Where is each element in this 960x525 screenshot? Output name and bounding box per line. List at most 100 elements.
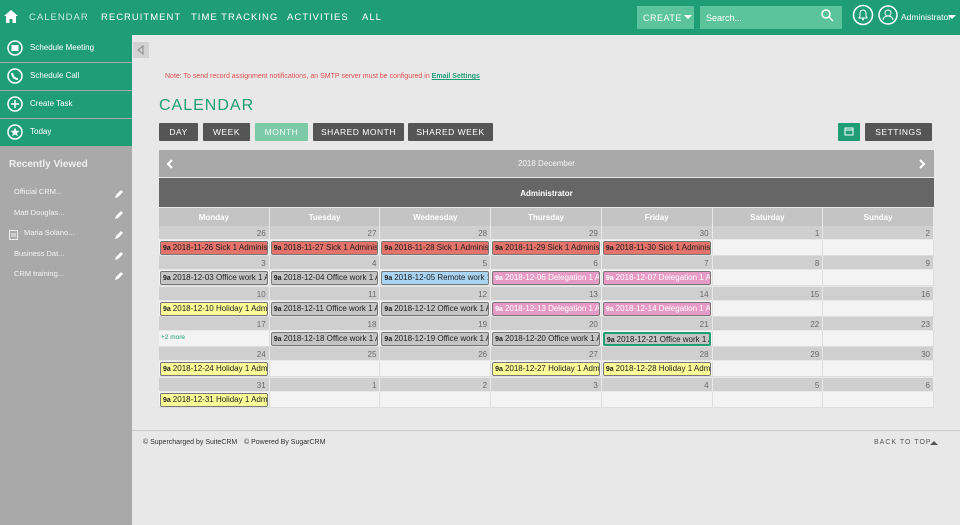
calendar-event[interactable]: 9a 2018-12-07 Delegation 1 Adi	[602, 271, 711, 286]
day-cell[interactable]: +2 more	[159, 330, 270, 347]
view-button[interactable]: DAY	[159, 123, 198, 141]
recent-item[interactable]: Official CRM...	[14, 187, 63, 196]
prev-month[interactable]	[166, 157, 175, 175]
recent-item[interactable]: Matt Douglas...	[14, 208, 65, 217]
day-cell[interactable]: 9a 2018-12-06 Delegation 1 Adr	[491, 270, 602, 287]
nav-item[interactable]: RECRUITMENT	[101, 12, 182, 23]
day-cell[interactable]	[601, 391, 713, 408]
day-cell[interactable]	[823, 361, 934, 378]
day-cell[interactable]: 9a 2018-12-19 Office work 1 Adi	[380, 330, 492, 347]
back-to-top[interactable]: BACK TO TOP	[874, 439, 932, 446]
sidebar-action[interactable]: Schedule Meeting	[0, 35, 132, 62]
calendar-event[interactable]: 9a 2018-12-06 Delegation 1 Adr	[492, 271, 600, 286]
day-cell[interactable]: 9a 2018-12-28 Holiday 1 Admini	[601, 361, 713, 378]
recent-item[interactable]: Maria Solano...	[24, 228, 75, 237]
day-cell[interactable]: 9a 2018-12-07 Delegation 1 Adi	[601, 270, 713, 287]
calendar-event[interactable]: 9a 2018-12-14 Delegation 1 Adi	[602, 301, 711, 316]
day-cell[interactable]: 9a 2018-12-12 Office work 1 Adi	[380, 300, 492, 317]
settings-button[interactable]: SETTINGS	[865, 123, 932, 141]
day-cell[interactable]: 9a 2018-12-21 Office work 1 Adi	[601, 330, 713, 347]
recent-item[interactable]: CRM training...	[14, 269, 65, 278]
calendar-event[interactable]: 9a 2018-12-19 Office work 1 Adi	[381, 331, 490, 346]
day-cell[interactable]	[269, 361, 381, 378]
day-cell[interactable]	[712, 270, 824, 287]
day-cell[interactable]: 9a 2018-12-14 Delegation 1 Adi	[601, 300, 713, 317]
day-cell[interactable]: 9a 2018-12-04 Office work 1 Adi	[269, 270, 381, 287]
day-cell[interactable]	[823, 270, 934, 287]
view-button[interactable]: SHARED WEEK	[408, 123, 493, 141]
day-cell[interactable]: 9a 2018-12-18 Office work 1 Adi	[269, 330, 381, 347]
day-cell[interactable]	[823, 300, 934, 317]
day-cell[interactable]: 9a 2018-12-03 Office work 1 Adi	[159, 270, 270, 287]
calendar-event[interactable]: 9a 2018-12-04 Office work 1 Adi	[270, 271, 379, 286]
next-month[interactable]	[918, 157, 927, 175]
more-link[interactable]: +2 more	[161, 333, 186, 341]
calendar-event[interactable]: 9a 2018-12-21 Office work 1 Adi	[602, 331, 711, 346]
recent-item[interactable]: Business Dat...	[14, 249, 65, 258]
day-cell[interactable]	[380, 361, 492, 378]
calendar-event[interactable]: 9a 2018-12-10 Holiday 1 Admini	[160, 301, 268, 316]
sidebar-action[interactable]: Today	[0, 119, 132, 146]
create-button[interactable]: CREATE	[637, 6, 694, 29]
calendar-event[interactable]: 9a 2018-12-24 Holiday 1 Admini	[160, 362, 268, 377]
calendar-event[interactable]: 9a 2018-12-18 Office work 1 Adi	[270, 331, 379, 346]
calendar-event[interactable]: 9a 2018-11-28 Sick 1 Administra	[381, 241, 490, 255]
calendar-icon-button[interactable]	[838, 123, 860, 141]
calendar-event[interactable]: 9a 2018-12-27 Holiday 1 Admini	[492, 362, 600, 377]
search-box[interactable]: Search...	[700, 6, 842, 29]
day-cell[interactable]: 9a 2018-12-27 Holiday 1 Admini	[491, 361, 602, 378]
day-cell[interactable]	[712, 300, 824, 317]
day-cell[interactable]	[380, 391, 492, 408]
day-cell[interactable]	[269, 391, 381, 408]
collapse-button[interactable]	[133, 42, 149, 58]
user-menu[interactable]: Administrator	[901, 12, 952, 22]
day-cell[interactable]: 9a 2018-12-05 Remote work 1 A	[380, 270, 492, 287]
nav-item[interactable]: TIME TRACKING	[191, 12, 279, 23]
search-icon	[821, 9, 834, 27]
sidebar-action[interactable]: Create Task	[0, 91, 132, 118]
sidebar-action[interactable]: Schedule Call	[0, 63, 132, 90]
day-cell[interactable]	[712, 240, 824, 256]
email-settings-link[interactable]: Email Settings	[431, 73, 480, 80]
nav-item[interactable]: ALL	[362, 12, 382, 23]
nav-item[interactable]: ACTIVITIES	[287, 12, 349, 23]
day-cell[interactable]	[823, 391, 934, 408]
day-cell[interactable]: 9a 2018-12-10 Holiday 1 Admini	[159, 300, 270, 317]
calendar-event[interactable]: 9a 2018-11-27 Sick 1 Administra	[270, 241, 379, 255]
day-cell[interactable]	[823, 240, 934, 256]
notice-text: Note: To send record assignment notifica…	[165, 73, 430, 80]
nav-item[interactable]: CALENDAR	[29, 12, 89, 23]
day-cell[interactable]: 9a 2018-12-11 Office work 1 Adi	[269, 300, 381, 317]
calendar-event[interactable]: 9a 2018-12-12 Office work 1 Adi	[381, 301, 490, 316]
day-cell[interactable]: 9a 2018-11-26 Sick 1 Administra	[159, 240, 270, 256]
day-cell[interactable]: 9a 2018-11-30 Sick 1 Administra	[601, 240, 713, 256]
day-cell[interactable]: 9a 2018-12-31 Holiday 1 Admini	[159, 391, 270, 408]
calendar-event[interactable]: 9a 2018-12-31 Holiday 1 Admini	[160, 392, 268, 407]
calendar-event[interactable]: 9a 2018-11-30 Sick 1 Administra	[602, 241, 711, 255]
calendar-event[interactable]: 9a 2018-12-20 Office work 1 Adi	[492, 331, 600, 346]
day-cell[interactable]: 9a 2018-11-28 Sick 1 Administra	[380, 240, 492, 256]
day-cell[interactable]	[823, 330, 934, 347]
day-cell[interactable]: 9a 2018-12-20 Office work 1 Adi	[491, 330, 602, 347]
calendar-event[interactable]: 9a 2018-12-13 Delegation 1 Adi	[492, 301, 600, 316]
day-cell[interactable]	[712, 330, 824, 347]
day-cell[interactable]: 9a 2018-11-29 Sick 1 Administra	[491, 240, 602, 256]
view-button[interactable]: WEEK	[203, 123, 250, 141]
home-icon[interactable]	[4, 10, 18, 23]
calendar-event[interactable]: 9a 2018-12-11 Office work 1 Adi	[270, 301, 379, 316]
calendar-event[interactable]: 9a 2018-12-28 Holiday 1 Admini	[602, 362, 711, 377]
calendar-event[interactable]: 9a 2018-12-05 Remote work 1 A	[381, 271, 490, 286]
day-cell[interactable]: 9a 2018-12-13 Delegation 1 Adi	[491, 300, 602, 317]
day-cell[interactable]	[712, 361, 824, 378]
calendar-event[interactable]: 9a 2018-11-29 Sick 1 Administra	[492, 241, 600, 255]
day-cell[interactable]: 9a 2018-12-24 Holiday 1 Admini	[159, 361, 270, 378]
day-cell[interactable]	[491, 391, 602, 408]
event-time: 9a	[495, 245, 503, 252]
calendar-event[interactable]: 9a 2018-11-26 Sick 1 Administra	[160, 241, 268, 255]
view-button[interactable]: MONTH	[255, 123, 308, 141]
day-cell[interactable]: 9a 2018-11-27 Sick 1 Administra	[269, 240, 381, 256]
view-button[interactable]: SHARED MONTH	[313, 123, 404, 141]
action-icon	[7, 96, 23, 117]
calendar-event[interactable]: 9a 2018-12-03 Office work 1 Adi	[160, 271, 268, 286]
day-cell[interactable]	[712, 391, 824, 408]
